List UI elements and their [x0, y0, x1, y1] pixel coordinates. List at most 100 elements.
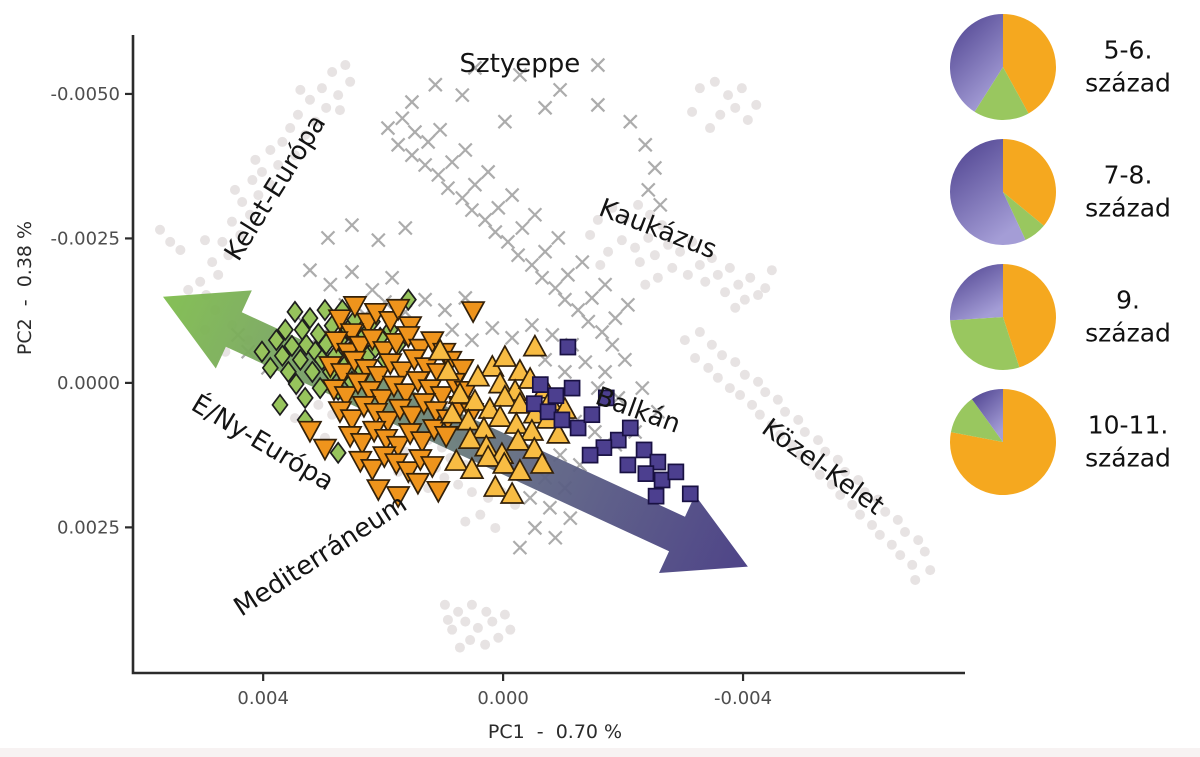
- scatter-point-square: [539, 403, 557, 421]
- reference-populations-dots: [244, 209, 255, 220]
- reference-populations-dots: [592, 214, 603, 225]
- reference-populations-dots: [799, 427, 810, 438]
- scatter-point-diamond: [261, 356, 279, 380]
- reference-populations-dots: [847, 499, 858, 510]
- reference-populations-dots: [730, 302, 741, 313]
- reference-populations-crosses: [515, 220, 530, 236]
- pie-label-era: 10-11.: [1087, 410, 1169, 440]
- reference-populations-dots: [913, 535, 924, 546]
- reference-populations-dots: [859, 487, 870, 498]
- scatter-point-triangle-down: [342, 296, 368, 319]
- pie-label-era: 7-8.: [1103, 160, 1153, 190]
- reference-populations-crosses: [534, 270, 550, 285]
- reference-populations-crosses: [344, 264, 360, 280]
- scatter-point-square: [647, 487, 665, 505]
- scatter-point-diamond: [291, 348, 309, 372]
- reference-populations-crosses: [485, 320, 500, 336]
- pie-slice-orange: [1003, 14, 1056, 114]
- scatter-point-triangle-up: [443, 448, 469, 471]
- scatter-point-triangle-down: [425, 480, 451, 504]
- scatter-point-triangle-up: [519, 418, 545, 441]
- reference-populations-crosses: [548, 530, 563, 546]
- reference-populations-dots: [439, 599, 450, 610]
- reference-populations-dots: [751, 99, 762, 110]
- scatter-point-square: [597, 389, 615, 407]
- reference-populations-dots: [633, 199, 644, 210]
- reference-populations-dots: [310, 116, 321, 127]
- scatter-point-triangle-down: [405, 472, 431, 496]
- pie-label-word: század: [1085, 318, 1171, 347]
- pie-label-word: század: [1085, 193, 1171, 222]
- scatter-point-diamond: [287, 372, 305, 396]
- reference-populations-dots: [873, 494, 884, 505]
- scatter-point-diamond: [273, 344, 291, 368]
- reference-populations-crosses: [512, 67, 528, 83]
- reference-populations-crosses: [635, 380, 650, 396]
- reference-populations-dots: [175, 244, 186, 255]
- scatter-point-triangle-down: [385, 298, 411, 322]
- reference-populations-dots: [886, 539, 897, 550]
- reference-populations-crosses: [395, 110, 410, 126]
- reference-populations-dots: [499, 609, 510, 620]
- scatter-point-triangle-up: [507, 458, 533, 481]
- scatter-point-square: [635, 441, 653, 459]
- reference-populations-crosses: [557, 364, 573, 380]
- scatter-point-triangle-up: [475, 444, 501, 467]
- reference-populations-dots: [466, 599, 477, 610]
- reference-populations-dots: [454, 642, 465, 653]
- reference-populations-dots: [717, 350, 728, 361]
- scatter-point-square: [619, 456, 637, 474]
- scatter-point-triangle-up: [529, 451, 555, 474]
- reference-populations-dots: [465, 635, 476, 646]
- x-axis-title: PC1 - 0.70 %: [487, 721, 623, 743]
- scatter-point-triangle-down: [383, 333, 409, 356]
- reference-populations-crosses: [584, 290, 600, 306]
- reference-populations-dots: [285, 123, 296, 134]
- reference-populations-dots: [616, 235, 627, 246]
- reference-populations-dots: [694, 83, 705, 94]
- reference-populations-crosses: [537, 100, 553, 116]
- scatter-point-triangle-up: [487, 404, 513, 427]
- scatter-point-triangle-down: [339, 409, 365, 432]
- reference-populations-dots: [706, 253, 717, 264]
- reference-populations-crosses: [581, 314, 596, 329]
- reference-populations-dots: [745, 272, 756, 283]
- reference-populations-dots: [487, 616, 498, 627]
- reference-populations-dots: [736, 83, 747, 94]
- reference-populations-dots: [703, 362, 714, 373]
- pie-slice-green: [950, 399, 1003, 442]
- scatter-point-diamond: [267, 328, 285, 352]
- pie-slice-green: [1003, 192, 1044, 240]
- reference-populations-dots: [772, 394, 783, 405]
- reference-populations-dots: [256, 166, 267, 177]
- reference-populations-crosses: [637, 137, 653, 153]
- reference-populations-dots: [247, 175, 258, 186]
- reference-populations-crosses: [497, 114, 513, 129]
- scatter-point-triangle-down: [409, 431, 435, 454]
- reference-populations-crosses: [365, 282, 380, 298]
- reference-populations-dots: [447, 624, 458, 635]
- scatter-point-triangle-down: [449, 359, 475, 382]
- y-tick-label: 0.0000: [57, 373, 120, 394]
- reference-populations-dots: [154, 224, 165, 235]
- reference-populations-dots: [775, 429, 786, 440]
- reference-populations-dots: [505, 624, 516, 635]
- reference-populations-dots: [793, 414, 804, 425]
- reference-populations-dots: [747, 399, 758, 410]
- reference-populations-crosses: [620, 297, 636, 313]
- scatter-point-diamond: [253, 340, 271, 364]
- scatter-point-triangle-down: [327, 309, 353, 332]
- reference-populations-crosses: [570, 302, 586, 318]
- reference-populations-crosses: [464, 202, 480, 218]
- reference-populations-crosses: [524, 257, 540, 273]
- reference-populations-crosses: [444, 322, 460, 338]
- scatter-point-triangle-up: [545, 421, 571, 444]
- reference-populations-crosses: [404, 147, 420, 163]
- reference-populations-crosses: [504, 330, 520, 346]
- reference-populations-dots: [603, 246, 614, 257]
- pie-group-7-8-szazad: 7-8. század: [948, 137, 1198, 247]
- reference-populations-crosses: [545, 327, 560, 343]
- reference-populations-crosses: [398, 220, 413, 236]
- reference-populations-dots: [753, 290, 764, 301]
- scatter-point-triangle-up: [499, 481, 525, 504]
